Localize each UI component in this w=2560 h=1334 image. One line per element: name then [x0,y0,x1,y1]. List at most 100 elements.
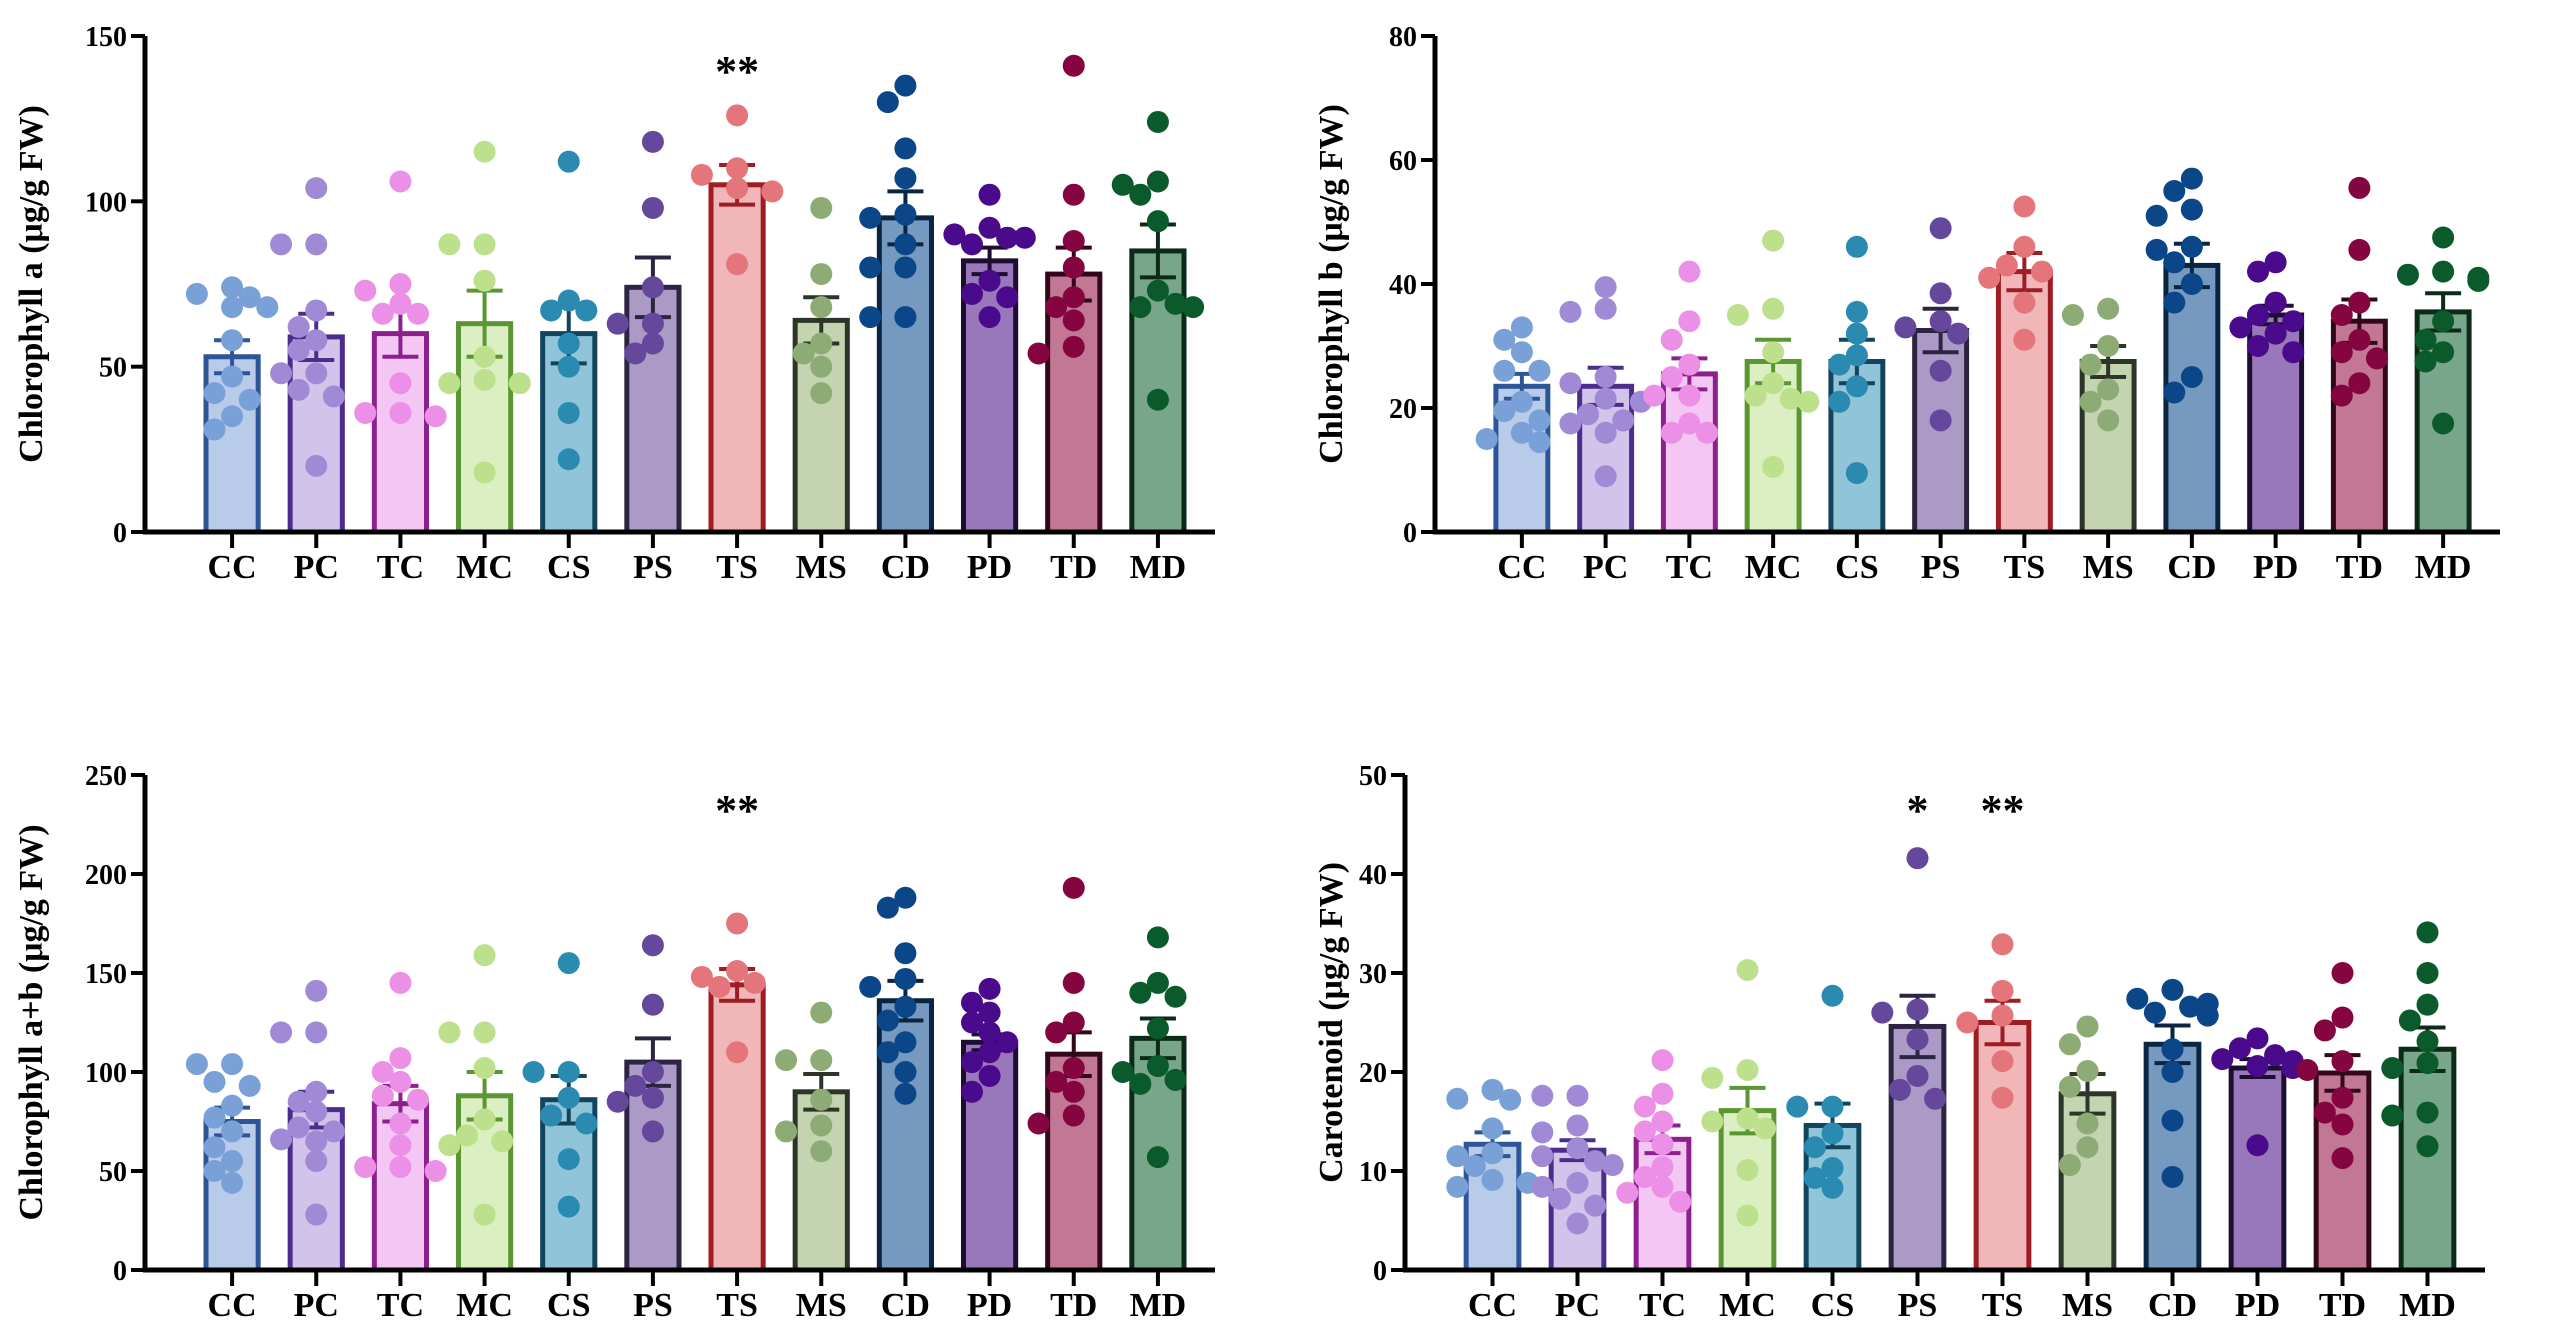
y-tick-label: 100 [85,1058,127,1089]
data-point [2348,291,2371,314]
data-point [2365,347,2388,370]
data-point [2229,316,2252,339]
data-point [894,1082,917,1105]
data-point [1493,359,1516,382]
data-point [1929,217,1952,240]
bar-group-pd [2211,1027,2304,1273]
data-point [2296,1059,2319,1082]
data-point [2331,1006,2354,1029]
data-point [810,196,833,219]
data-point [473,233,496,256]
data-point [2126,987,2149,1010]
bar-group-ps [606,934,682,1273]
data-point [2416,1101,2439,1124]
data-point [1906,998,1929,1021]
data-point [221,296,244,319]
x-tick-label: PD [2253,549,2298,586]
data-point [2143,1001,2166,1024]
data-point [2180,198,2203,221]
data-point [389,372,412,395]
data-point [1762,229,1785,252]
data-point [1678,384,1701,407]
x-tick-label: CD [881,549,930,586]
data-point [1828,390,1851,413]
data-point [438,372,461,395]
data-point [775,1049,798,1072]
x-tick-label: MS [796,1287,847,1324]
y-tick-label: 0 [113,518,127,549]
data-point [1566,1114,1589,1137]
bar-group-cs [1828,235,1886,535]
data-point [1146,388,1169,411]
data-point [1111,173,1134,196]
data-point [1510,316,1533,339]
data-point [1906,847,1929,870]
y-tick-label: 250 [85,761,127,792]
x-tick-label: TD [2319,1287,2366,1324]
x-tick-label: TS [716,1287,758,1324]
data-point [1062,1104,1085,1127]
bar-group-tc [354,170,447,535]
data-point [641,934,664,957]
data-point [1446,1175,1469,1198]
data-point [1651,1049,1674,1072]
significance-marker: ** [715,47,759,96]
data-point [641,332,664,355]
data-point [1146,1055,1169,1078]
bar-group-md [2381,921,2457,1273]
data-point [371,302,394,325]
data-point [1062,971,1085,994]
data-point [1906,1064,1929,1087]
data-point [1129,296,1152,319]
data-point [641,276,664,299]
data-point [1821,1176,1844,1199]
bar-group-cs [540,150,598,535]
data-point [2161,1165,2184,1188]
data-point [2076,1015,2099,1038]
x-tick-label: CD [2167,549,2216,586]
data-point [1146,1017,1169,1040]
data-point [473,1108,496,1131]
data-point [1045,1070,1068,1093]
data-point [1678,353,1701,376]
y-tick-label: 30 [1359,959,1387,990]
data-point [2414,350,2437,373]
data-point [389,971,412,994]
data-point [2331,1147,2354,1170]
data-point [2414,328,2437,351]
data-point [305,233,328,256]
data-point [1528,431,1551,454]
data-point [557,952,580,975]
x-tick-label: CS [1835,549,1878,586]
bar-group-ts [1978,195,2053,535]
data-point [2058,1033,2081,1056]
data-point [743,971,766,994]
bar-group-ps [1894,217,1970,535]
data-point [2079,353,2102,376]
data-point [221,276,244,299]
data-point [2264,322,2287,345]
data-point [557,1195,580,1218]
data-point [2161,1109,2184,1132]
x-tick-label: TC [377,549,424,586]
data-point [894,1061,917,1083]
data-point [1566,1171,1589,1194]
bar-group-cc [1446,1078,1539,1273]
x-tick-label: MC [1745,549,1802,586]
data-point [1803,1166,1826,1189]
data-point [2145,238,2168,261]
data-point [1995,254,2018,277]
data-point [978,1064,1001,1087]
data-point [2163,180,2186,202]
data-point [2398,1009,2421,1032]
data-point [305,1150,328,1173]
data-point [203,382,226,405]
data-point [2013,328,2036,351]
data-point [322,385,345,408]
x-tick-label: TD [1050,549,1097,586]
data-point [473,345,496,368]
data-point [876,91,899,114]
bar-group-pc [270,979,345,1273]
data-point [287,378,310,401]
x-tick-label: PC [1555,1287,1600,1324]
